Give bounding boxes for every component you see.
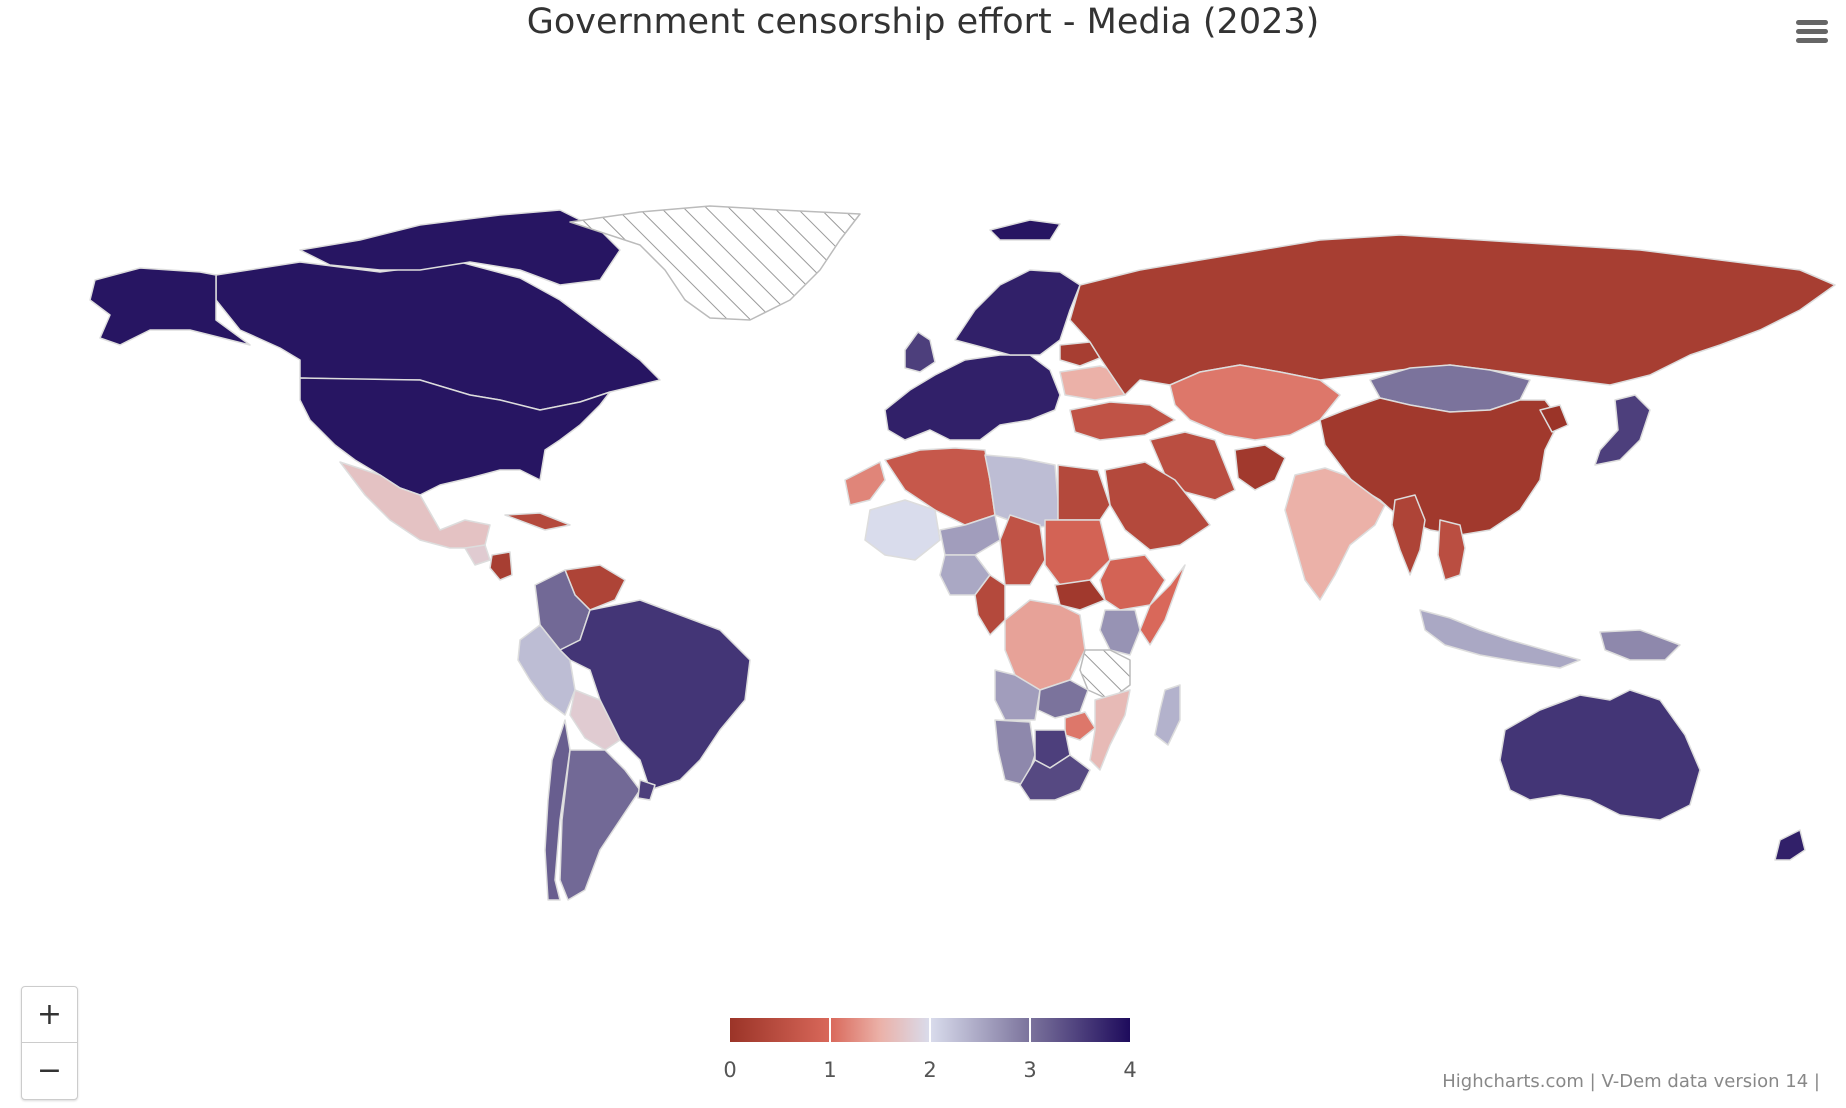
- menu-icon-bar: [1796, 38, 1828, 43]
- region-iceland[interactable]: Iceland: [989, 219, 1061, 241]
- region-turkey[interactable]: Turkey: [1069, 401, 1176, 441]
- legend-tick-label: 3: [1023, 1058, 1037, 1082]
- region-cameroon[interactable]: Cameroon: [974, 574, 1006, 636]
- context-menu-button[interactable]: [1792, 16, 1832, 50]
- region-angola[interactable]: Angola: [994, 669, 1041, 721]
- region-united-states[interactable]: United States: [299, 377, 611, 496]
- region-india[interactable]: India: [1284, 467, 1386, 601]
- region-greenland[interactable]: Greenland: [569, 205, 861, 321]
- region-belarus[interactable]: Belarus: [1059, 341, 1101, 367]
- region-argentina[interactable]: Argentina: [559, 749, 641, 901]
- region-arctic-archipelago[interactable]: Arctic Archipelago: [299, 209, 621, 286]
- zoom-in-button[interactable]: +: [22, 987, 77, 1043]
- credits-link[interactable]: Highcharts.com | V-Dem data version 14 |: [1442, 1071, 1820, 1092]
- region-zambia[interactable]: Zambia: [1037, 679, 1089, 719]
- region-mozambique[interactable]: Mozambique: [1089, 689, 1131, 771]
- region-ethiopia[interactable]: Ethiopia: [1099, 554, 1166, 611]
- region-nicaragua[interactable]: Nicaragua: [489, 551, 513, 581]
- region-peru[interactable]: Peru: [517, 624, 576, 716]
- legend-tick-label: 1: [823, 1058, 837, 1082]
- region-vietnam[interactable]: Vietnam: [1437, 519, 1466, 581]
- chart-title: Government censorship effort - Media (20…: [526, 2, 1320, 42]
- region-north-korea[interactable]: North Korea: [1539, 404, 1569, 433]
- menu-icon-bar: [1796, 29, 1828, 34]
- region-mexico[interactable]: Mexico: [339, 461, 491, 549]
- region-afghanistan[interactable]: Afghanistan: [1234, 444, 1286, 491]
- region-western-europe[interactable]: Western Europe: [884, 354, 1061, 441]
- legend-tick-label: 0: [723, 1058, 737, 1082]
- region-sudan[interactable]: Sudan: [1044, 519, 1111, 586]
- region-egypt[interactable]: Egypt: [1057, 464, 1111, 521]
- menu-icon-bar: [1796, 20, 1828, 25]
- region-scandinavia[interactable]: Scandinavia: [954, 269, 1081, 356]
- region-south-africa[interactable]: South Africa: [1019, 754, 1091, 801]
- zoom-controls: + −: [21, 986, 78, 1100]
- region-myanmar[interactable]: Myanmar: [1391, 494, 1426, 576]
- region-papua-new-guinea[interactable]: Papua New Guinea: [1599, 629, 1681, 661]
- region-chile[interactable]: Chile: [544, 719, 571, 901]
- region-zimbabwe[interactable]: Zimbabwe: [1064, 711, 1096, 741]
- region-saudi-arabia[interactable]: Saudi Arabia: [1104, 461, 1211, 551]
- region-russia[interactable]: Russia: [1069, 234, 1836, 396]
- region-alaska[interactable]: Alaska: [89, 267, 251, 346]
- region-mali[interactable]: Mali: [864, 499, 941, 561]
- zoom-out-button[interactable]: −: [36, 1053, 63, 1088]
- region-australia[interactable]: Australia: [1499, 689, 1701, 821]
- region-japan[interactable]: Japan: [1594, 394, 1651, 466]
- region-uruguay[interactable]: Uruguay: [637, 779, 656, 801]
- region-indonesia[interactable]: Indonesia: [1419, 609, 1581, 669]
- region-morocco[interactable]: Morocco: [844, 461, 886, 506]
- region-united-kingdom[interactable]: United Kingdom: [904, 331, 936, 373]
- color-axis-legend: [730, 1018, 1130, 1042]
- legend-tick-label: 2: [923, 1058, 937, 1082]
- region-cuba[interactable]: Cuba: [504, 512, 571, 531]
- region-guatemala[interactable]: Guatemala: [464, 544, 491, 566]
- region-chad[interactable]: Chad: [999, 514, 1046, 586]
- region-kenya[interactable]: Kenya: [1099, 609, 1141, 656]
- region-new-zealand[interactable]: New Zealand: [1774, 829, 1806, 861]
- region-south-sudan[interactable]: South Sudan: [1054, 579, 1106, 611]
- legend-tick-label: 4: [1123, 1058, 1137, 1082]
- region-dr-congo[interactable]: DR Congo: [1004, 599, 1086, 691]
- region-madagascar[interactable]: Madagascar: [1154, 684, 1181, 746]
